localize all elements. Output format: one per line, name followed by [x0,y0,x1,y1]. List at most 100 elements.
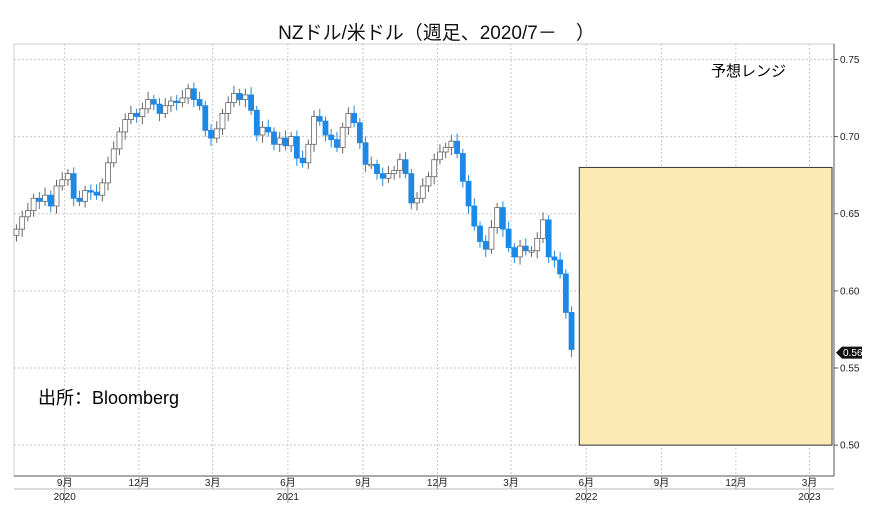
candle-body [70,173,77,199]
candle-body [351,113,357,124]
x-tick-label: 12月 [427,477,448,489]
candle-body [522,245,529,252]
x-tick-label: 12月 [129,477,150,489]
last-value-marker: 0.56 [836,346,863,359]
candle-body [471,205,478,227]
candle-body [110,148,117,164]
candle-body [322,120,329,136]
candle-body [311,116,317,145]
candle-body [517,245,523,258]
y-tick-label: 0.75 [840,55,860,66]
candle-body [419,185,426,199]
last-value-label: 0.56 [843,348,863,359]
y-tick-label: 0.65 [840,209,860,220]
candle-body [36,197,43,202]
candle-body [219,113,226,130]
candle-body [316,116,323,122]
candle-body [179,97,186,104]
candle-body [82,190,89,202]
candle-body [202,105,209,131]
x-tick-label: 9月 [57,477,73,489]
candle-body [122,119,129,133]
candle-body [168,100,174,107]
candle-body [385,173,392,179]
x-tick-label: 6月 [579,477,595,489]
candle-body [437,151,443,161]
candle-body [162,105,169,114]
candle-body [334,139,340,148]
candle-body [24,210,31,218]
candle-body [190,88,197,100]
candle-body [459,153,466,182]
candle-body [494,207,501,229]
candle-body [557,259,564,275]
x-axis: 9月 12月 3月 6月 9月 12月 3月 6月 9月 12月 3月 2020 2021 2022 202… [14,475,834,503]
candle-body [259,126,266,136]
candle-body [328,134,335,141]
candle-body [391,170,398,174]
candle-body [299,157,306,164]
candle-body [208,129,214,139]
candle-body [362,142,369,165]
candle-body [116,131,123,150]
source-label: 出所：Bloomberg [38,388,179,408]
candle-body [356,122,363,144]
candle-body [282,137,289,147]
candle-body [225,102,232,114]
y-tick-label: 0.60 [840,286,860,297]
x-tick-label: 12月 [725,477,746,489]
candles [13,82,575,358]
candle-body [368,163,375,167]
candle-body [454,140,461,154]
forecast-label: 予想レンジ [711,63,786,80]
x-year-label: 2023 [798,492,821,503]
candle-body [265,126,272,133]
forecast-range-box [578,166,833,446]
candle-body [305,143,312,164]
candle-body [13,228,20,236]
candle-body [408,173,415,204]
candle-body [99,182,106,196]
candle-body [488,227,495,250]
candle-body [540,219,546,239]
candle-body [87,190,94,193]
y-axis: 0.75 0.70 0.65 0.60 0.55 0.50 [833,44,860,476]
candle-body [105,162,111,184]
candle-body [477,225,483,242]
candle-body [465,180,472,207]
x-tick-label: 3月 [205,477,221,489]
candle-body [448,140,455,148]
chart-title: NZドル/米ドル（週足、2020/7－ ） [278,23,595,44]
candle-body [53,185,60,207]
x-year-label: 2021 [277,492,300,503]
candle-body [396,159,403,171]
x-tick-label: 3月 [802,477,818,489]
candle-body [425,176,432,187]
y-tick-label: 0.50 [840,441,860,452]
candle-body [47,194,54,207]
candle-body [42,194,48,202]
candle-body [236,92,243,100]
candle-body [271,131,277,145]
candle-body [568,312,575,350]
candle-body [156,103,163,114]
candle-body [276,137,283,145]
candle-body [173,100,180,104]
y-tick-label: 0.55 [840,364,860,375]
candle-body [482,241,489,250]
candle-body [442,146,449,153]
candle-body [374,163,380,174]
candle-body [133,113,140,117]
candle-body [562,273,569,313]
candle-body [545,219,552,258]
candle-body [76,197,83,202]
candle-body [293,136,300,159]
candle-body [253,109,260,136]
candle-body [551,256,558,261]
candle-body [128,113,134,121]
candle-body [505,228,512,249]
candle-body [288,136,295,147]
candle-body [93,191,100,196]
candle-body [139,108,146,117]
